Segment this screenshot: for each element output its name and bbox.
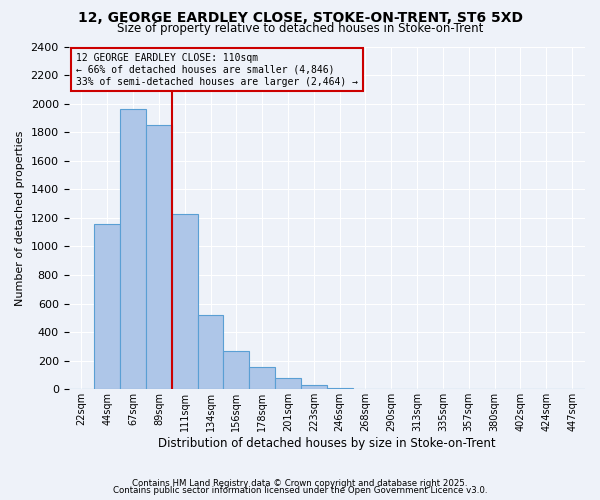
Text: 12, GEORGE EARDLEY CLOSE, STOKE-ON-TRENT, ST6 5XD: 12, GEORGE EARDLEY CLOSE, STOKE-ON-TRENT… xyxy=(77,12,523,26)
Bar xyxy=(94,224,120,390)
Bar xyxy=(172,214,197,390)
X-axis label: Distribution of detached houses by size in Stoke-on-Trent: Distribution of detached houses by size … xyxy=(158,437,496,450)
Bar xyxy=(68,388,94,390)
Bar xyxy=(146,125,172,390)
Text: 12 GEORGE EARDLEY CLOSE: 110sqm
← 66% of detached houses are smaller (4,846)
33%: 12 GEORGE EARDLEY CLOSE: 110sqm ← 66% of… xyxy=(76,54,358,86)
Text: Size of property relative to detached houses in Stoke-on-Trent: Size of property relative to detached ho… xyxy=(117,22,483,35)
Bar xyxy=(275,378,301,390)
Bar xyxy=(301,385,327,390)
Bar xyxy=(197,315,223,390)
Y-axis label: Number of detached properties: Number of detached properties xyxy=(15,130,25,306)
Bar xyxy=(223,350,249,390)
Bar xyxy=(120,110,146,390)
Bar xyxy=(249,367,275,390)
Bar xyxy=(327,388,353,390)
Bar xyxy=(353,388,379,390)
Text: Contains HM Land Registry data © Crown copyright and database right 2025.: Contains HM Land Registry data © Crown c… xyxy=(132,478,468,488)
Text: Contains public sector information licensed under the Open Government Licence v3: Contains public sector information licen… xyxy=(113,486,487,495)
